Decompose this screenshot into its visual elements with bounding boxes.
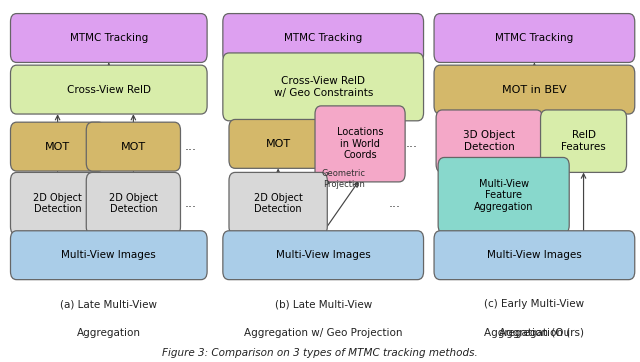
FancyBboxPatch shape xyxy=(436,110,543,172)
FancyBboxPatch shape xyxy=(541,110,627,172)
FancyBboxPatch shape xyxy=(10,122,105,171)
Text: ...: ... xyxy=(389,197,401,210)
FancyBboxPatch shape xyxy=(10,231,207,279)
Text: MOT: MOT xyxy=(266,139,291,149)
Text: Multi-View Images: Multi-View Images xyxy=(61,250,156,260)
Text: Multi-View
Feature
Aggregation: Multi-View Feature Aggregation xyxy=(474,179,533,212)
FancyBboxPatch shape xyxy=(10,65,207,114)
Text: Cross-View ReID: Cross-View ReID xyxy=(67,85,151,94)
Text: Aggregation: Aggregation xyxy=(77,328,141,338)
Text: ReID
Features: ReID Features xyxy=(561,130,606,152)
FancyBboxPatch shape xyxy=(315,106,405,182)
Text: MTMC Tracking: MTMC Tracking xyxy=(495,33,573,43)
FancyBboxPatch shape xyxy=(229,172,327,235)
Text: 2D Object
Detection: 2D Object Detection xyxy=(33,193,82,214)
Text: (c) Early Multi-View: (c) Early Multi-View xyxy=(484,299,584,309)
FancyBboxPatch shape xyxy=(229,119,327,168)
FancyBboxPatch shape xyxy=(434,65,635,114)
Text: MOT in BEV: MOT in BEV xyxy=(502,85,566,94)
FancyBboxPatch shape xyxy=(86,172,180,235)
FancyBboxPatch shape xyxy=(434,13,635,62)
FancyBboxPatch shape xyxy=(10,172,105,235)
Text: Aggregation (: Aggregation ( xyxy=(499,328,570,338)
Text: ...: ... xyxy=(405,138,417,150)
FancyBboxPatch shape xyxy=(438,157,569,233)
Text: ...: ... xyxy=(185,140,196,153)
Text: Multi-View Images: Multi-View Images xyxy=(487,250,582,260)
Text: (b) Late Multi-View: (b) Late Multi-View xyxy=(275,299,372,309)
Text: ...: ... xyxy=(185,197,196,210)
Text: MTMC Tracking: MTMC Tracking xyxy=(284,33,362,43)
Text: Cross-View ReID
w/ Geo Constraints: Cross-View ReID w/ Geo Constraints xyxy=(273,76,373,98)
FancyBboxPatch shape xyxy=(434,231,635,279)
Text: Aggregation w/ Geo Projection: Aggregation w/ Geo Projection xyxy=(244,328,403,338)
Text: Figure 3: Comparison on 3 types of MTMC tracking methods.: Figure 3: Comparison on 3 types of MTMC … xyxy=(162,348,478,358)
Text: MTMC Tracking: MTMC Tracking xyxy=(70,33,148,43)
Text: Aggregation (Ours): Aggregation (Ours) xyxy=(484,328,584,338)
FancyBboxPatch shape xyxy=(10,13,207,62)
Text: 2D Object
Detection: 2D Object Detection xyxy=(109,193,158,214)
FancyBboxPatch shape xyxy=(223,13,424,62)
Text: (a) Late Multi-View: (a) Late Multi-View xyxy=(60,299,157,309)
Text: 2D Object
Detection: 2D Object Detection xyxy=(253,193,303,214)
FancyBboxPatch shape xyxy=(223,231,424,279)
FancyBboxPatch shape xyxy=(86,122,180,171)
Text: Locations
in World
Coords: Locations in World Coords xyxy=(337,127,383,160)
Text: Geometric
Projection: Geometric Projection xyxy=(322,169,365,189)
FancyBboxPatch shape xyxy=(223,53,424,121)
Text: Multi-View Images: Multi-View Images xyxy=(276,250,371,260)
Text: 3D Object
Detection: 3D Object Detection xyxy=(463,130,515,152)
Text: MOT: MOT xyxy=(45,142,70,152)
Text: MOT: MOT xyxy=(121,142,146,152)
